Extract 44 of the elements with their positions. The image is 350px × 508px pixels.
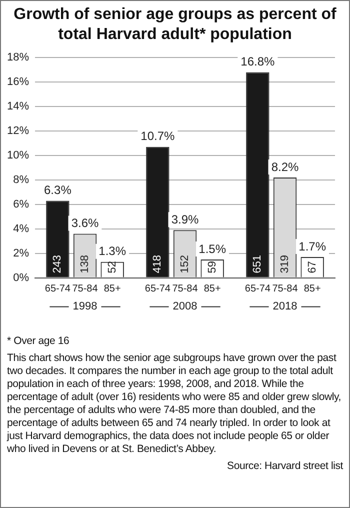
data-label: 10.7% bbox=[140, 129, 176, 144]
series-label: 75-84 bbox=[172, 284, 198, 295]
data-label: 3.9% bbox=[171, 212, 200, 226]
data-label: 1.5% bbox=[198, 242, 226, 256]
data-label: 3.6% bbox=[71, 216, 100, 230]
annotation: 52 bbox=[106, 261, 118, 274]
y-tick-label: 18% bbox=[6, 52, 30, 64]
text: 65-74 bbox=[244, 284, 270, 295]
data-label: 16.8% bbox=[240, 54, 276, 69]
text: 75-84 bbox=[72, 284, 98, 295]
data-label: 1.7% bbox=[298, 239, 326, 254]
y-tick-label: 6% bbox=[13, 198, 30, 210]
annotation: 138 bbox=[79, 254, 92, 274]
text: This chart shows how the senior age subgroups have grown over the past two decades. It compares the number in each age group to the total adult population in each of three years: 1998, 2008, and 2018. While the percentage of adult (over 16) residents who were 85 and older grew slowly, the percentage of adults who were 74-85 more than doubled, and the percentage of adults between 65 and 74 nearly tripled. In order to look at just Harvard demographics, the data does not include people 65 or older who lived in Devens or at St. Benedict’s Abbey. bbox=[7, 352, 342, 456]
text: 85+ bbox=[204, 284, 221, 295]
series-label: 85+ bbox=[104, 284, 121, 295]
data-label: 6.3% bbox=[44, 183, 72, 198]
text: 65-74 bbox=[144, 284, 170, 295]
annotation: 319 bbox=[279, 254, 292, 274]
annotation: 651 bbox=[252, 254, 264, 274]
x-tick-label: 2008 bbox=[172, 300, 198, 312]
chart-title: Growth of senior age groups as percent of total Harvard adult* population bbox=[12, 5, 338, 45]
text: 85+ bbox=[304, 284, 321, 295]
y-tick-label: 4% bbox=[13, 222, 30, 235]
series-label: 65-74 bbox=[44, 284, 71, 295]
source-note: Source: Harvard street list bbox=[226, 460, 343, 473]
annotation: 67 bbox=[306, 261, 318, 274]
text: 75-84 bbox=[272, 284, 298, 295]
y-tick-label: 12% bbox=[6, 125, 30, 138]
y-tick-label: 16% bbox=[6, 76, 30, 88]
annotation: 59 bbox=[206, 261, 218, 274]
annotation: 418 bbox=[152, 254, 164, 274]
annotation: 152 bbox=[179, 254, 192, 274]
y-tick-label: 0% bbox=[13, 272, 30, 284]
text: * Over age 16 bbox=[7, 335, 70, 348]
y-tick-label: 8% bbox=[13, 174, 30, 186]
annotation: 243 bbox=[52, 254, 64, 274]
x-tick-label: 2018 bbox=[272, 300, 298, 312]
y-tick-label: 10% bbox=[6, 150, 30, 162]
y-tick-label: 2% bbox=[13, 247, 30, 260]
data-label: 1.3% bbox=[98, 244, 126, 258]
y-tick-label: 14% bbox=[6, 100, 30, 113]
x-tick-label: 1998 bbox=[72, 300, 98, 312]
data-label: 8.2% bbox=[271, 160, 300, 174]
